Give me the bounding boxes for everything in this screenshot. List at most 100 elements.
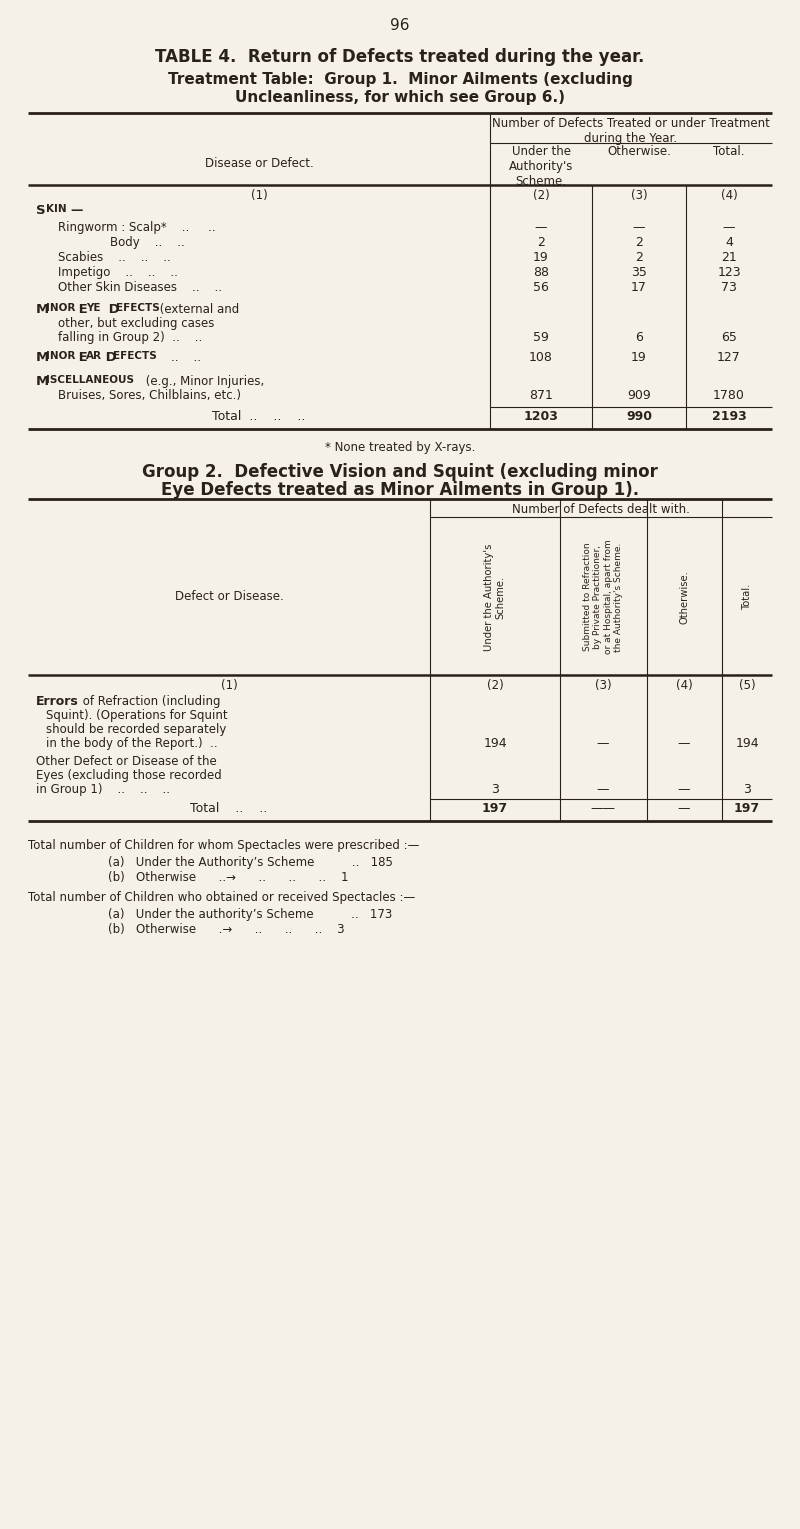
Text: —: —: [678, 803, 690, 815]
Text: E: E: [74, 352, 88, 364]
Text: EFECTS: EFECTS: [113, 352, 157, 361]
Text: 73: 73: [721, 281, 737, 294]
Text: 127: 127: [717, 352, 741, 364]
Text: M: M: [36, 352, 50, 364]
Text: 59: 59: [533, 330, 549, 344]
Text: Total number of Children who obtained or received Spectacles :—: Total number of Children who obtained or…: [28, 891, 415, 904]
Text: Under the
Authority's
Scheme.: Under the Authority's Scheme.: [509, 145, 573, 188]
Text: Number of Defects dealt with.: Number of Defects dealt with.: [512, 503, 690, 515]
Text: 197: 197: [734, 803, 760, 815]
Text: in Group 1)    ..    ..    ..: in Group 1) .. .. ..: [36, 783, 170, 797]
Text: 108: 108: [529, 352, 553, 364]
Text: (1): (1): [221, 679, 238, 693]
Text: Submitted to Refraction
by Private Practitioner,
or at Hospital, apart from
the : Submitted to Refraction by Private Pract…: [583, 540, 623, 654]
Text: Total.: Total.: [742, 584, 752, 610]
Text: INOR: INOR: [46, 352, 75, 361]
Text: M: M: [36, 375, 50, 388]
Text: Group 2.  Defective Vision and Squint (excluding minor: Group 2. Defective Vision and Squint (ex…: [142, 463, 658, 482]
Text: Other Defect or Disease of the: Other Defect or Disease of the: [36, 755, 217, 768]
Text: 17: 17: [631, 281, 647, 294]
Text: INOR: INOR: [46, 303, 75, 313]
Text: Errors: Errors: [36, 696, 78, 708]
Text: —: —: [534, 222, 547, 234]
Text: 96: 96: [390, 18, 410, 34]
Text: ——: ——: [590, 803, 615, 815]
Text: Body    ..    ..: Body .. ..: [110, 235, 185, 249]
Text: E: E: [74, 303, 88, 317]
Text: 3: 3: [743, 783, 751, 797]
Text: 1203: 1203: [523, 410, 558, 424]
Text: in the body of the Report.)  ..: in the body of the Report.) ..: [46, 737, 218, 751]
Text: Bruises, Sores, Chilblains, etc.): Bruises, Sores, Chilblains, etc.): [58, 388, 241, 402]
Text: —: —: [70, 203, 82, 217]
Text: (e.g., Minor Injuries,: (e.g., Minor Injuries,: [142, 375, 264, 388]
Text: 197: 197: [482, 803, 508, 815]
Text: —: —: [678, 783, 690, 797]
Text: Disease or Defect.: Disease or Defect.: [205, 157, 314, 170]
Text: EFECTS: EFECTS: [116, 303, 160, 313]
Text: * None treated by X-rays.: * None treated by X-rays.: [325, 440, 475, 454]
Text: 3: 3: [491, 783, 499, 797]
Text: ..    ..: .. ..: [156, 352, 201, 364]
Text: AR: AR: [86, 352, 102, 361]
Text: Defect or Disease.: Defect or Disease.: [174, 590, 283, 604]
Text: (2): (2): [486, 679, 503, 693]
Text: Ringworm : Scalp*    ..     ..: Ringworm : Scalp* .. ..: [58, 222, 215, 234]
Text: 990: 990: [626, 410, 652, 424]
Text: —: —: [633, 222, 646, 234]
Text: Under the Authority's
Scheme.: Under the Authority's Scheme.: [484, 543, 506, 651]
Text: 56: 56: [533, 281, 549, 294]
Text: —: —: [597, 783, 610, 797]
Text: 65: 65: [721, 330, 737, 344]
Text: Uncleanliness, for which see Group 6.): Uncleanliness, for which see Group 6.): [235, 90, 565, 106]
Text: 2: 2: [635, 251, 643, 265]
Text: 909: 909: [627, 388, 651, 402]
Text: (4): (4): [676, 679, 692, 693]
Text: 1780: 1780: [713, 388, 745, 402]
Text: YE: YE: [86, 303, 101, 313]
Text: Number of Defects Treated or under Treatment
during the Year.: Number of Defects Treated or under Treat…: [492, 118, 770, 145]
Text: Eyes (excluding those recorded: Eyes (excluding those recorded: [36, 769, 222, 781]
Text: 6: 6: [635, 330, 643, 344]
Text: 2: 2: [635, 235, 643, 249]
Text: KIN: KIN: [46, 203, 66, 214]
Text: (5): (5): [738, 679, 755, 693]
Text: (2): (2): [533, 190, 550, 202]
Text: —: —: [678, 737, 690, 751]
Text: Total.: Total.: [714, 145, 745, 157]
Text: S: S: [36, 203, 46, 217]
Text: (a)   Under the Authority’s Scheme          ..   185: (a) Under the Authority’s Scheme .. 185: [108, 856, 393, 868]
Text: (1): (1): [250, 190, 267, 202]
Text: 35: 35: [631, 266, 647, 278]
Text: Total  ..    ..    ..: Total .. .. ..: [212, 410, 306, 424]
Text: Impetigo    ..    ..    ..: Impetigo .. .. ..: [58, 266, 178, 278]
Text: Otherwise.: Otherwise.: [679, 570, 689, 624]
Text: 19: 19: [631, 352, 647, 364]
Text: 21: 21: [721, 251, 737, 265]
Text: 123: 123: [717, 266, 741, 278]
Text: —: —: [597, 737, 610, 751]
Text: of Refraction (including: of Refraction (including: [79, 696, 221, 708]
Text: Scabies    ..    ..    ..: Scabies .. .. ..: [58, 251, 170, 265]
Text: (b)   Otherwise      .→      ..      ..      ..    3: (b) Otherwise .→ .. .. .. 3: [108, 924, 345, 936]
Text: 2: 2: [537, 235, 545, 249]
Text: Other Skin Diseases    ..    ..: Other Skin Diseases .. ..: [58, 281, 222, 294]
Text: D: D: [101, 352, 117, 364]
Text: 2193: 2193: [712, 410, 746, 424]
Text: 194: 194: [735, 737, 759, 751]
Text: Squint). (Operations for Squint: Squint). (Operations for Squint: [46, 709, 228, 722]
Text: 4: 4: [725, 235, 733, 249]
Text: Treatment Table:  Group 1.  Minor Ailments (excluding: Treatment Table: Group 1. Minor Ailments…: [167, 72, 633, 87]
Text: (a)   Under the authority’s Scheme          ..   173: (a) Under the authority’s Scheme .. 173: [108, 908, 392, 920]
Text: TABLE 4.  Return of Defects treated during the year.: TABLE 4. Return of Defects treated durin…: [155, 47, 645, 66]
Text: Total number of Children for whom Spectacles were prescribed :—: Total number of Children for whom Specta…: [28, 839, 419, 852]
Text: 194: 194: [483, 737, 507, 751]
Text: (external and: (external and: [156, 303, 239, 317]
Text: (3): (3): [630, 190, 647, 202]
Text: M: M: [36, 303, 50, 317]
Text: 19: 19: [533, 251, 549, 265]
Text: —: —: [722, 222, 735, 234]
Text: should be recorded separately: should be recorded separately: [46, 723, 226, 735]
Text: falling in Group 2)  ..    ..: falling in Group 2) .. ..: [58, 330, 202, 344]
Text: 871: 871: [529, 388, 553, 402]
